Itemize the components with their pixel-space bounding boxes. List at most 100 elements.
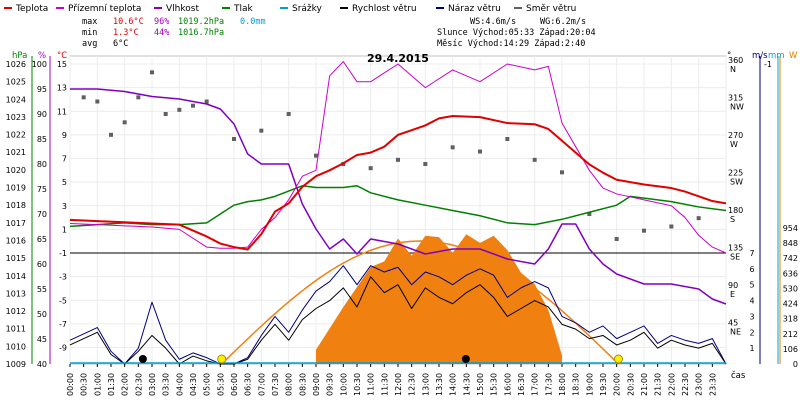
x-tick-label: 07:30 (271, 373, 280, 396)
stat-max-temp: 10.6°C (113, 17, 144, 27)
temperature-tick-label: -3 (59, 273, 67, 282)
legend: Teplota Přízemní teplota Vlhkost Tlak Srážky… (4, 4, 576, 14)
wind-direction-point (587, 212, 592, 216)
stat-min-temp: 1.3°C (113, 28, 139, 38)
wind-speed-tick-label: 1 (749, 344, 754, 353)
radiation-tick-label: 530 (783, 284, 798, 293)
stat-gust: WG:6.2m/s (540, 17, 586, 27)
sun-arc (221, 240, 620, 365)
x-tick-label: 08:30 (298, 373, 307, 396)
x-tick-label: 10:00 (339, 373, 348, 396)
radiation-tick-label: 318 (783, 315, 798, 324)
x-tick-label: 16:30 (517, 373, 526, 396)
x-tick-label: 21:30 (654, 373, 663, 396)
x-tick-label: 13:00 (421, 373, 430, 396)
temperature-tick-label: -5 (59, 296, 67, 305)
radiation-tick-label: 212 (783, 330, 798, 339)
moonrise-marker (461, 355, 470, 363)
stats-block: max 10.6°C 96% 1019.2hPa 0.0mm min 1.3°C… (82, 17, 596, 49)
wind-direction-point (122, 120, 127, 125)
pressure-tick-label: 1015 (6, 254, 26, 263)
stat-sun: Slunce Východ:05:33 Západ:20:04 (437, 28, 596, 38)
legend-item-label: Přízemní teplota (68, 4, 141, 14)
temperature-tick-label: 13 (57, 84, 67, 93)
pressure-tick-label: 1018 (6, 201, 26, 210)
wind-dir-tick-deg: 180 (728, 206, 743, 215)
wind-direction-point (614, 237, 619, 241)
humidity-tick-label: 50 (37, 310, 47, 319)
stat-max-rain: 0.0mm (240, 17, 266, 27)
humidity-tick-label: 65 (37, 235, 47, 244)
humidity-tick-label: 95 (37, 85, 47, 94)
pressure-tick-label: 1012 (6, 307, 26, 316)
legend-item-label: Vlhkost (166, 4, 199, 14)
humidity-tick-label: 40 (37, 360, 47, 369)
pressure-tick-label: 1013 (6, 289, 26, 298)
moonset-marker (138, 355, 147, 363)
wind-dir-tick-deg: 315 (728, 94, 743, 103)
x-tick-label: 11:00 (367, 373, 376, 396)
legend-item-label: Tlak (233, 4, 254, 14)
x-tick-label: 18:00 (558, 373, 567, 396)
pressure-tick-label: 1023 (6, 113, 26, 122)
legend-item-label: Teplota (15, 4, 48, 14)
x-tick-label: 18:30 (572, 373, 581, 396)
radiation-tick-label: 0 (793, 360, 798, 369)
sunset-marker (613, 354, 623, 364)
wind-dir-tick-deg: 45 (728, 319, 738, 328)
wind-direction-point (150, 70, 154, 75)
humidity-tick-label: 90 (37, 110, 47, 119)
wind-direction-point (450, 145, 455, 150)
temperature-tick-label: 7 (62, 155, 67, 164)
radiation-tick-label: 742 (783, 254, 798, 263)
x-tick-label: 04:30 (189, 373, 198, 396)
pressure-tick-label: 1009 (6, 360, 26, 369)
wind-dir-tick-deg: 90 (728, 281, 738, 290)
humidity-tick-label: 100 (32, 60, 47, 69)
humidity-tick-label: 75 (37, 185, 47, 194)
wind-dir-tick-deg: 135 (728, 244, 743, 253)
x-tick-label: 04:00 (175, 373, 184, 396)
series-line (69, 185, 727, 228)
wind-speed-tick-label: 6 (749, 265, 754, 274)
x-tick-label: 02:30 (134, 373, 143, 396)
pressure-tick-label: 1010 (6, 342, 26, 351)
stat-max-hum: 96% (154, 17, 169, 27)
x-tick-label: 14:00 (449, 373, 458, 396)
pressure-tick-label: 1017 (6, 219, 26, 228)
x-tick-label: 22:30 (681, 373, 690, 396)
temperature-tick-label: -7 (59, 320, 67, 329)
legend-item-label: Srážky (292, 4, 323, 14)
wind-direction-point (505, 137, 510, 141)
temperature-tick-label: 11 (57, 107, 67, 116)
wind-direction-point (560, 170, 564, 175)
wind-direction-point (532, 157, 537, 162)
temperature-tick-label: 3 (62, 202, 67, 211)
pressure-tick-label: 1024 (6, 95, 26, 104)
wind-direction-point (478, 149, 482, 154)
wind-direction-point (177, 107, 182, 112)
wind-speed-tick-label: 2 (749, 328, 754, 337)
wind-direction-point (136, 95, 141, 100)
humidity-tick-label: 60 (37, 260, 47, 269)
stat-min-hum: 44% (154, 28, 169, 38)
x-tick-label: 09:00 (312, 373, 321, 396)
radiation-tick-label: 954 (783, 224, 798, 233)
legend-item-label: Rychlost větru (352, 4, 417, 14)
x-axis: 00:00 00:30 01:00 01:30 02:00 02:30 03:00 03:30… (66, 364, 717, 396)
x-tick-label: 17:00 (531, 373, 540, 396)
axis-label-rain: mm (768, 51, 785, 61)
x-tick-label: 11:30 (380, 373, 389, 396)
wind-direction-point (109, 132, 113, 137)
radiation-tick-label: 424 (783, 300, 798, 309)
wind-dir-tick-name: SW (730, 178, 743, 187)
temperature-tick-label: 9 (62, 131, 67, 140)
wind-dir-tick-deg: 360 (728, 56, 743, 65)
stat-min-label: min (82, 28, 97, 38)
x-tick-label: 05:00 (203, 373, 212, 396)
x-tick-label: 19:00 (585, 373, 594, 396)
wind-direction-point (204, 99, 209, 104)
x-tick-label: 17:30 (544, 373, 553, 396)
wind-direction-point (696, 216, 701, 221)
pressure-tick-label: 1016 (6, 236, 26, 245)
